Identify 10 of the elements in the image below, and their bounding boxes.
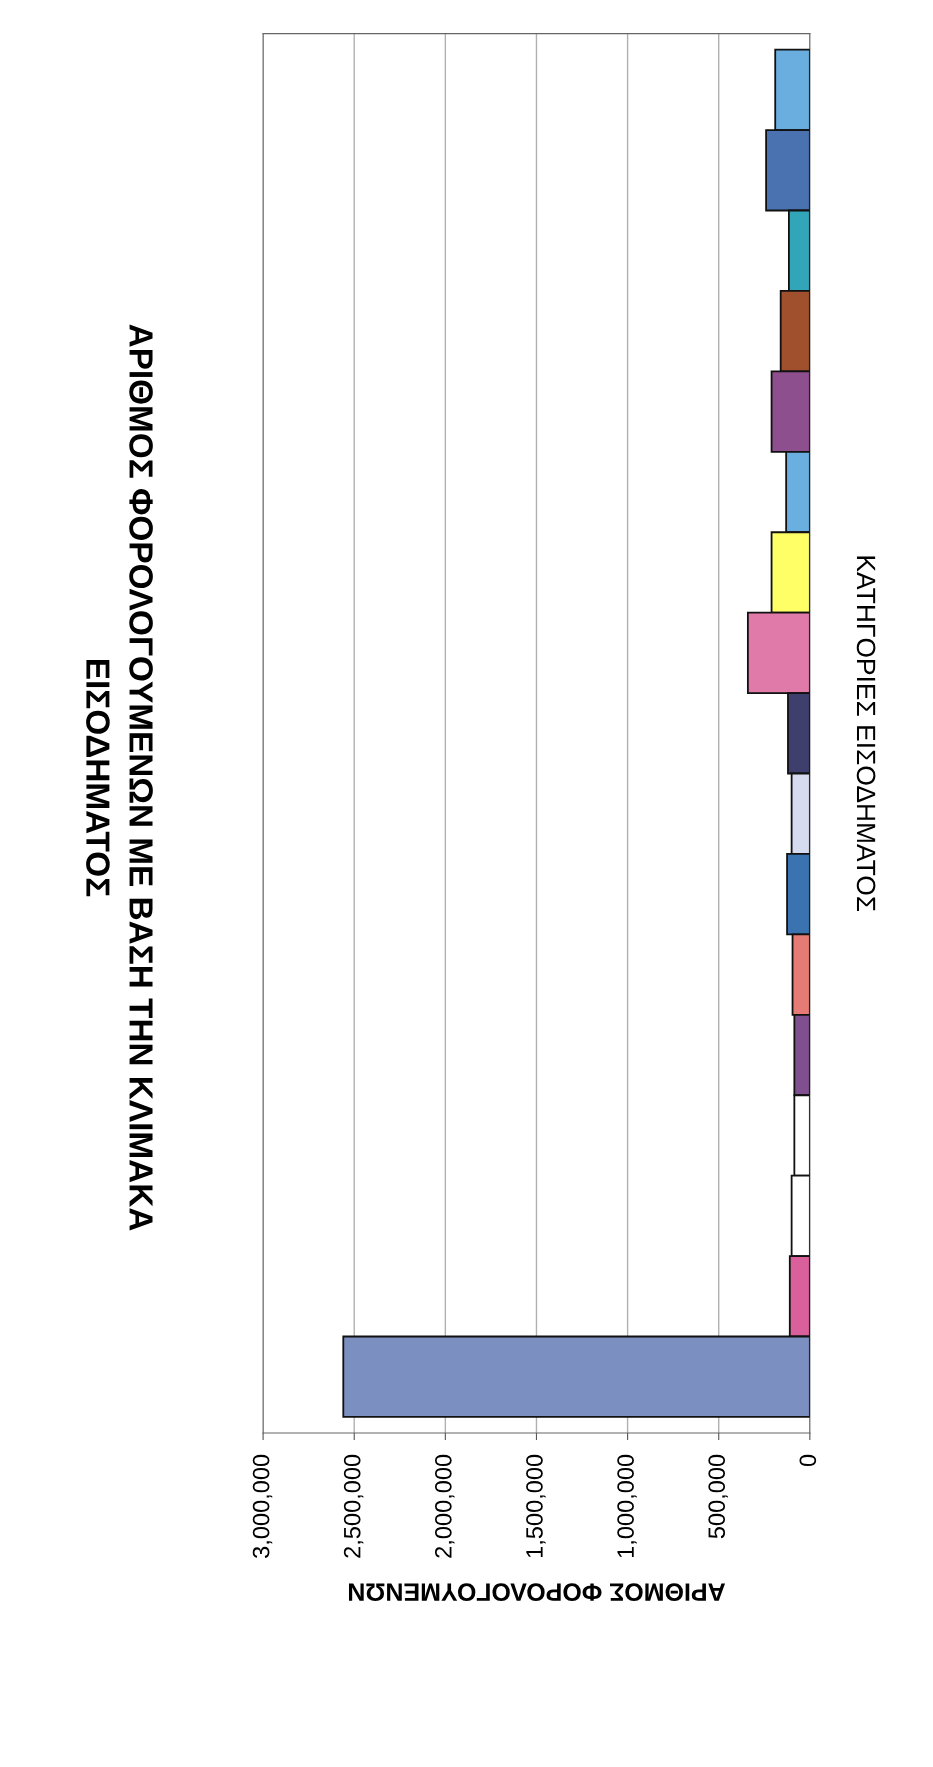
y-axis-title: ΚΑΤΗΓΟΡΙΕΣ ΕΙΣΟΔΗΜΑΤΟΣ [856, 556, 876, 912]
x-tick-label: 3,000,000 [252, 1454, 273, 1558]
x-tick-label: 2,000,000 [434, 1454, 455, 1558]
x-tick-label: 1,500,000 [526, 1454, 546, 1558]
x-tick-label: 500,000 [708, 1454, 728, 1539]
x-tick-label: 2,500,000 [343, 1454, 364, 1558]
x-tick-label: 1,000,000 [617, 1454, 637, 1558]
x-tick-label: 0 [799, 1454, 817, 1467]
text: ΑΡΙΘΜΟΣ ΦΟΡΟΛΟΓΟΥΜΕΝΩΝ ΜΕ ΒΑΣΗ ΤΗΝ ΚΛΙΜΑΚΑ ΕΙΣΟΔΗΜΑΤΟΣ [86, 324, 153, 1231]
x-axis-title: ΑΡΙΘΜΟΣ ΦΟΡΟΛΟΓΟΥΜΕΝΩΝ [348, 1583, 726, 1601]
